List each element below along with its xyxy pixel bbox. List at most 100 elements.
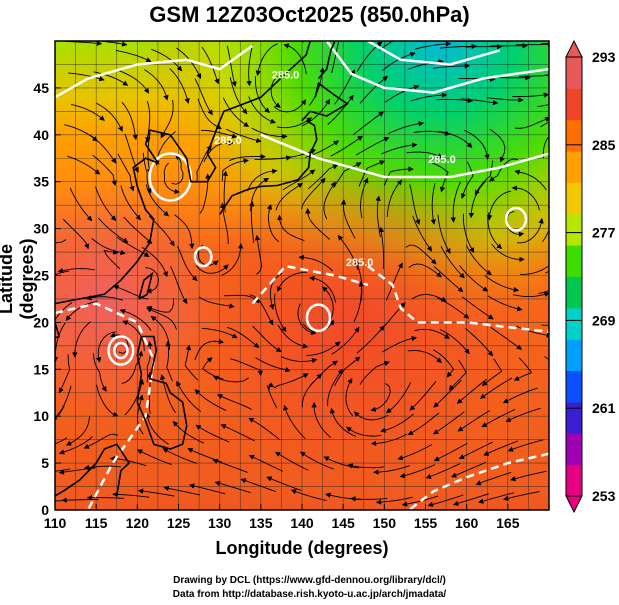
credit-drawing: Drawing by DCL (https://www.gfd-dennou.o… [173, 575, 446, 586]
streamline [58, 354, 71, 394]
streamline [221, 158, 249, 181]
streamline [67, 155, 101, 175]
colorbar-segment [566, 182, 582, 215]
streamline [221, 243, 244, 276]
streamline [537, 104, 549, 108]
streamline [413, 130, 451, 136]
streamline [481, 409, 516, 428]
streamline [414, 41, 452, 50]
streamline [198, 296, 235, 309]
streamline [345, 377, 354, 417]
contour-line [367, 265, 549, 334]
streamline [385, 262, 403, 301]
streamline [433, 411, 465, 435]
streamline [311, 401, 331, 438]
colorbar-segment [566, 88, 582, 121]
streamline [386, 179, 403, 218]
streamline [196, 145, 212, 183]
streamline [458, 441, 493, 460]
streamline [308, 360, 339, 388]
y-tick-label: 20 [33, 314, 49, 330]
streamline [124, 378, 145, 416]
colorbar-segment [566, 276, 582, 309]
streamline [69, 187, 93, 222]
streamline [302, 98, 331, 127]
streamline [410, 92, 448, 102]
y-tick-label: 30 [33, 221, 49, 237]
streamline [176, 380, 202, 413]
x-tick-label: 150 [373, 515, 397, 531]
streamline [300, 177, 326, 210]
streamline [222, 170, 228, 213]
streamline [330, 135, 364, 157]
colorbar-segment [566, 370, 582, 403]
streamline [359, 75, 389, 104]
streamline [432, 349, 455, 378]
streamline [279, 149, 317, 159]
streamline [252, 325, 282, 353]
x-tick-label: 140 [290, 515, 314, 531]
streamline [352, 111, 384, 136]
streamline [383, 166, 414, 186]
colorbar-segment [566, 307, 582, 340]
streamline [121, 350, 144, 384]
streamline [98, 217, 129, 243]
coastline [219, 120, 318, 215]
streamline [462, 296, 494, 320]
streamline [388, 121, 425, 135]
coastline [55, 448, 106, 497]
streamline [109, 332, 129, 355]
streamline [86, 295, 123, 301]
streamline [502, 387, 538, 404]
map-title: GSM 12Z03Oct2025 (850.0hPa) [149, 2, 470, 27]
streamline [327, 368, 343, 407]
streamline [327, 94, 354, 126]
streamline [511, 185, 540, 211]
streamline [58, 436, 93, 455]
streamline [266, 382, 278, 409]
colorbar-tick-label: 261 [592, 400, 616, 416]
contour-line [260, 133, 549, 179]
streamline [406, 151, 444, 159]
streamline [358, 160, 386, 187]
streamline [401, 495, 439, 507]
streamline [360, 177, 369, 219]
streamline [117, 153, 135, 192]
streamline [513, 291, 549, 298]
streamline [409, 381, 437, 411]
streamline [479, 377, 513, 399]
streamline [519, 74, 549, 77]
streamline [119, 308, 152, 331]
streamline [355, 260, 363, 302]
streamline [433, 379, 462, 408]
streamline [269, 272, 283, 310]
streamline [248, 454, 284, 472]
streamline [62, 218, 90, 250]
x-tick-label: 165 [496, 515, 520, 531]
streamline [83, 464, 121, 471]
streamline [513, 357, 533, 381]
streamline [201, 46, 220, 85]
streamline [407, 350, 442, 364]
colorbar-segment [566, 151, 582, 183]
streamline [163, 162, 180, 195]
streamline [321, 286, 334, 324]
contour-line [55, 44, 254, 99]
streamline [270, 74, 282, 108]
streamline [436, 297, 470, 319]
streamline [184, 344, 199, 381]
streamline [123, 216, 153, 244]
streamline [305, 208, 330, 240]
y-tick-label: 45 [33, 80, 49, 96]
streamline [277, 214, 305, 242]
credit-data: Data from http://database.rish.kyoto-u.a… [172, 589, 447, 600]
streamline [274, 451, 309, 471]
streamline [230, 358, 264, 377]
streamline [385, 84, 420, 103]
streamline [172, 420, 205, 444]
streamline [177, 246, 198, 282]
streamline [379, 41, 395, 51]
streamline [83, 433, 119, 449]
streamline [142, 246, 168, 278]
